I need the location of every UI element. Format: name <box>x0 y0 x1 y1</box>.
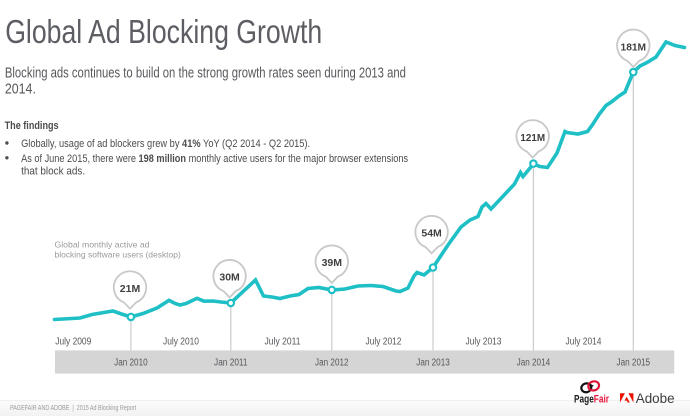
svg-text:blocking software users (deskt: blocking software users (desktop) <box>55 249 182 259</box>
svg-text:PageFair: PageFair <box>574 393 610 405</box>
svg-text:Blocking ads continues to buil: Blocking ads continues to build on the s… <box>5 66 406 82</box>
svg-text:Jan 2012: Jan 2012 <box>315 357 349 368</box>
svg-text:July 2009: July 2009 <box>55 336 91 347</box>
svg-text:Adobe: Adobe <box>636 391 675 406</box>
svg-text:July 2011: July 2011 <box>265 336 301 347</box>
svg-text:Jan 2010: Jan 2010 <box>114 357 148 368</box>
svg-text:Global Ad Blocking Growth: Global Ad Blocking Growth <box>5 14 322 51</box>
svg-text:July 2013: July 2013 <box>466 336 502 347</box>
svg-text:54M: 54M <box>421 228 442 240</box>
svg-text:PAGEFAIR AND ADOBE | 2015 Ad: PAGEFAIR AND ADOBE | 2015 Ad Blocking Re… <box>10 405 136 412</box>
svg-text:39M: 39M <box>322 257 343 269</box>
svg-text:21M: 21M <box>120 283 141 295</box>
svg-text:As of June 2015, there were 19: As of June 2015, there were 198 million … <box>21 153 408 165</box>
svg-text:Jan 2011: Jan 2011 <box>214 357 248 368</box>
svg-text:Globally, usage of ad blockers: Globally, usage of ad blockers grew by 4… <box>21 138 310 150</box>
svg-text:Global monthly active ad: Global monthly active ad <box>55 240 150 250</box>
svg-text:Jan 2015: Jan 2015 <box>617 357 651 368</box>
svg-text:30M: 30M <box>219 272 240 284</box>
svg-text:181M: 181M <box>621 41 647 53</box>
svg-text:The findings: The findings <box>5 120 59 132</box>
svg-text:July 2010: July 2010 <box>163 336 199 347</box>
svg-text:that block ads.: that block ads. <box>21 166 85 178</box>
svg-text:Jan 2014: Jan 2014 <box>517 357 551 368</box>
svg-text:July 2014: July 2014 <box>566 336 602 347</box>
svg-text:Jan 2013: Jan 2013 <box>416 357 450 368</box>
svg-text:2014.: 2014. <box>5 82 36 98</box>
svg-text:121M: 121M <box>520 132 545 144</box>
svg-text:July 2012: July 2012 <box>366 336 402 347</box>
